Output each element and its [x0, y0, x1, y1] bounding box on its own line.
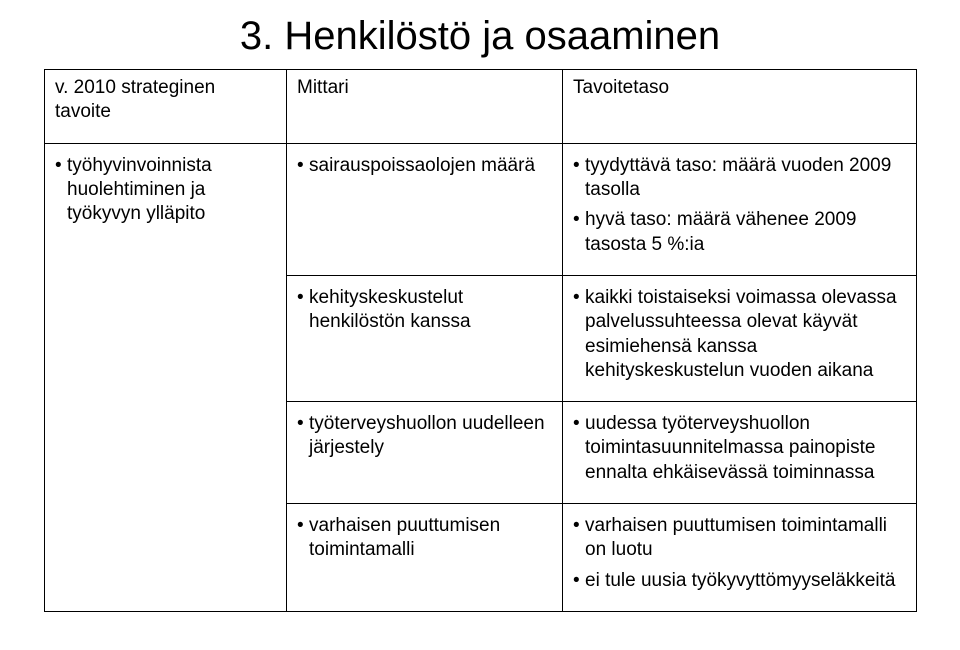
c2-item: kehityskeskustelut henkilöstön kanssa — [297, 286, 552, 335]
header-col-1-line2: tavoite — [55, 101, 111, 122]
c2-item: varhaisen puuttumisen toimintamalli — [297, 514, 552, 563]
cell-c3-r4: varhaisen puuttumisen toimintamalli on l… — [563, 504, 917, 612]
header-col-1-line1: v. 2010 strateginen — [55, 77, 215, 98]
c3-item: hyvä taso: määrä vähenee 2009 tasosta 5 … — [573, 208, 906, 257]
header-col-3: Tavoitetaso — [563, 70, 917, 144]
c3-item: uudessa työterveyshuollon toimintasuunni… — [573, 412, 906, 485]
cell-c2-r4: varhaisen puuttumisen toimintamalli — [287, 504, 563, 612]
c2-item: työterveyshuollon uudelleen järjestely — [297, 412, 552, 461]
cell-c3-r2: kaikki toistaiseksi voimassa olevassa pa… — [563, 275, 917, 401]
header-col-1: v. 2010 strateginen tavoite — [45, 70, 287, 144]
header-col-2: Mittari — [287, 70, 563, 144]
page: 3. Henkilöstö ja osaaminen v. 2010 strat… — [0, 0, 960, 650]
c1-item: työhyvinvoinnista huolehtiminen ja työky… — [55, 154, 276, 227]
table-header-row: v. 2010 strateginen tavoite Mittari Tavo… — [45, 70, 917, 144]
cell-c1-r1: työhyvinvoinnista huolehtiminen ja työky… — [45, 143, 287, 611]
c2-item: sairauspoissaolojen määrä — [297, 154, 552, 178]
cell-c2-r1: sairauspoissaolojen määrä — [287, 143, 563, 275]
cell-c2-r2: kehityskeskustelut henkilöstön kanssa — [287, 275, 563, 401]
c3-item: kaikki toistaiseksi voimassa olevassa pa… — [573, 286, 906, 383]
cell-c2-r3: työterveyshuollon uudelleen järjestely — [287, 402, 563, 504]
table-row: työhyvinvoinnista huolehtiminen ja työky… — [45, 143, 917, 275]
cell-c3-r3: uudessa työterveyshuollon toimintasuunni… — [563, 402, 917, 504]
c3-item: ei tule uusia työkyvyttömyyseläkkeitä — [573, 569, 906, 593]
cell-c3-r1: tyydyttävä taso: määrä vuoden 2009 tasol… — [563, 143, 917, 275]
c3-item: tyydyttävä taso: määrä vuoden 2009 tasol… — [573, 154, 906, 203]
c3-item: varhaisen puuttumisen toimintamalli on l… — [573, 514, 906, 563]
page-title: 3. Henkilöstö ja osaaminen — [44, 14, 916, 59]
strategy-table: v. 2010 strateginen tavoite Mittari Tavo… — [44, 69, 917, 612]
